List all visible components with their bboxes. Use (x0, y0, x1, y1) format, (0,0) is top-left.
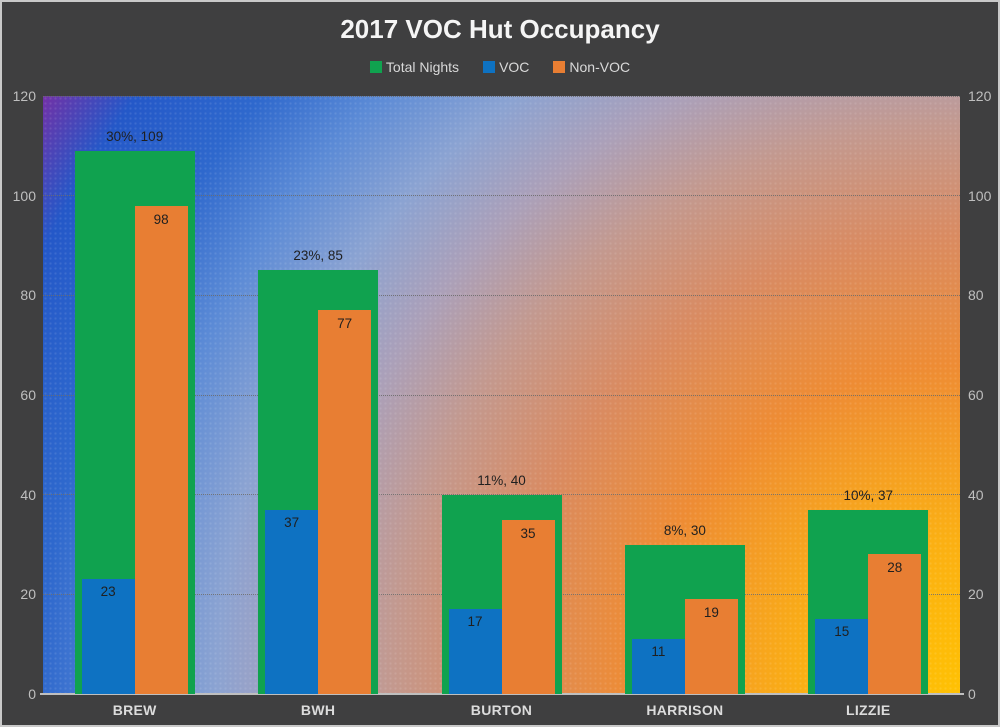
ytick-right-80: 80 (968, 287, 984, 304)
category-label-brew: BREW (112, 702, 157, 718)
bar-voc-burton (448, 609, 502, 694)
bar-voc-brew (81, 579, 135, 694)
gridline-40 (43, 494, 960, 496)
ytick-right-120: 120 (968, 88, 992, 104)
legend-swatch-voc-icon (483, 61, 496, 73)
ytick-right-40: 40 (968, 486, 984, 503)
data-label-voc-burton: 17 (467, 614, 483, 630)
plot-area: 30%, 109 23 98 23%, 85 37 77 11%, 40 17 35 8%, 30… (43, 95, 960, 694)
legend: Total Nights VOC Non-VOC (2, 59, 998, 75)
data-label-non-voc-burton: 35 (520, 525, 536, 541)
data-label-total-nights-burton: 11%, 40 (477, 472, 526, 488)
data-label-total-nights-lizzie: 10%, 37 (843, 487, 894, 503)
x-axis-line (40, 693, 964, 695)
bar-voc-bwh (265, 509, 319, 694)
legend-item-non-voc: Non-VOC (553, 59, 630, 75)
data-label-non-voc-brew: 98 (153, 211, 169, 227)
data-label-voc-lizzie: 15 (834, 624, 850, 640)
bar-non-voc-burton (501, 519, 555, 694)
data-label-non-voc-harrison: 19 (703, 605, 719, 621)
ytick-right-0: 0 (968, 686, 976, 702)
data-label-total-nights-bwh: 23%, 85 (293, 248, 343, 264)
ytick-left-120: 120 (12, 88, 36, 104)
gridline-60 (43, 394, 960, 396)
ytick-left-80: 80 (20, 287, 36, 304)
ytick-left-0: 0 (28, 686, 36, 702)
legend-label-voc: VOC (499, 59, 530, 75)
data-label-voc-harrison: 11 (651, 644, 666, 660)
chart-title: 2017 VOC Hut Occupancy (340, 14, 660, 44)
ytick-left-60: 60 (20, 387, 36, 403)
category-label-bwh: BWH (300, 702, 336, 718)
data-label-non-voc-lizzie: 28 (887, 560, 903, 576)
bar-non-voc-lizzie (868, 554, 922, 694)
ytick-left-100: 100 (12, 187, 36, 204)
gridline-120 (43, 95, 960, 97)
data-label-voc-bwh: 37 (284, 514, 300, 530)
ytick-right-100: 100 (968, 187, 992, 204)
bar-non-voc-brew (134, 205, 188, 694)
category-label-lizzie: LIZZIE (846, 702, 891, 718)
ytick-left-40: 40 (20, 486, 36, 503)
category-label-harrison: HARRISON (646, 702, 724, 718)
category-label-burton: BURTON (470, 702, 533, 718)
ytick-right-20: 20 (968, 586, 984, 603)
legend-swatch-total-nights-icon (369, 61, 382, 73)
bar-voc-harrison (631, 639, 685, 694)
legend-item-total-nights: Total Nights (369, 59, 460, 75)
legend-label-total-nights: Total Nights (385, 59, 460, 75)
bar-voc-lizzie (815, 619, 869, 694)
bar-non-voc-bwh (318, 310, 372, 694)
legend-label-non-voc: Non-VOC (569, 59, 631, 75)
gridline-100 (43, 195, 960, 197)
legend-item-voc: VOC (483, 59, 529, 75)
ytick-left-20: 20 (20, 586, 36, 603)
bar-non-voc-harrison (684, 599, 738, 694)
gridline-80 (43, 294, 960, 296)
data-label-total-nights-brew: 30%, 109 (106, 128, 164, 144)
data-label-non-voc-bwh: 77 (337, 316, 353, 332)
legend-swatch-non-voc-icon (553, 61, 566, 73)
data-label-total-nights-harrison: 8%, 30 (663, 522, 706, 538)
ytick-right-60: 60 (968, 387, 984, 403)
data-label-voc-brew: 23 (100, 584, 116, 600)
